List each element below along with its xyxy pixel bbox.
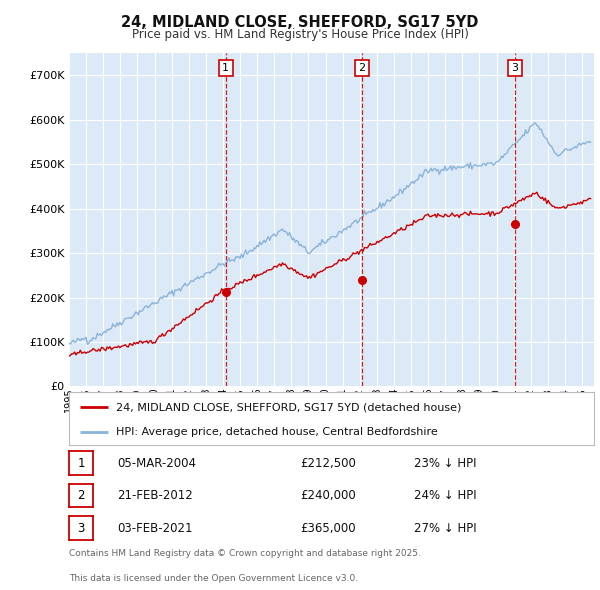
Text: 27% ↓ HPI: 27% ↓ HPI [414, 522, 476, 535]
Text: HPI: Average price, detached house, Central Bedfordshire: HPI: Average price, detached house, Cent… [116, 427, 438, 437]
Text: 03-FEB-2021: 03-FEB-2021 [117, 522, 193, 535]
Text: Price paid vs. HM Land Registry's House Price Index (HPI): Price paid vs. HM Land Registry's House … [131, 28, 469, 41]
Text: 1: 1 [223, 63, 229, 73]
Text: 24% ↓ HPI: 24% ↓ HPI [414, 489, 476, 502]
Text: 3: 3 [77, 522, 85, 535]
Text: 2: 2 [358, 63, 365, 73]
Text: 1: 1 [77, 457, 85, 470]
Text: £212,500: £212,500 [300, 457, 356, 470]
Text: £365,000: £365,000 [300, 522, 356, 535]
Text: Contains HM Land Registry data © Crown copyright and database right 2025.: Contains HM Land Registry data © Crown c… [69, 549, 421, 558]
Text: This data is licensed under the Open Government Licence v3.0.: This data is licensed under the Open Gov… [69, 574, 358, 583]
Text: 24, MIDLAND CLOSE, SHEFFORD, SG17 5YD (detached house): 24, MIDLAND CLOSE, SHEFFORD, SG17 5YD (d… [116, 402, 461, 412]
Text: 3: 3 [511, 63, 518, 73]
Text: 24, MIDLAND CLOSE, SHEFFORD, SG17 5YD: 24, MIDLAND CLOSE, SHEFFORD, SG17 5YD [121, 15, 479, 30]
Text: 05-MAR-2004: 05-MAR-2004 [117, 457, 196, 470]
Text: 2: 2 [77, 489, 85, 502]
Text: 23% ↓ HPI: 23% ↓ HPI [414, 457, 476, 470]
Text: £240,000: £240,000 [300, 489, 356, 502]
Text: 21-FEB-2012: 21-FEB-2012 [117, 489, 193, 502]
